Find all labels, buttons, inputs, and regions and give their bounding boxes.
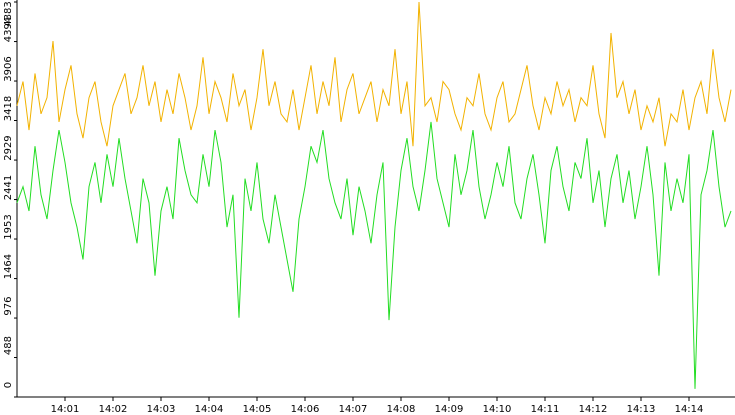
x-tick-label: 14:07 (339, 404, 368, 415)
x-tick-label: 14:09 (435, 404, 464, 415)
y-tick-label: 2441 (3, 175, 14, 200)
x-tick-label: 14:12 (579, 404, 608, 415)
data-line (16, 1, 732, 147)
data-line (16, 121, 732, 389)
x-tick-label: 14:05 (243, 404, 272, 415)
x-tick-label: 14:11 (531, 404, 560, 415)
y-tick-label: 0 (3, 382, 14, 388)
x-tick-label: 14:03 (147, 404, 176, 415)
y-tick-label: 1464 (3, 254, 14, 279)
x-tick-label: 14:13 (627, 404, 656, 415)
y-tick-label: 976 (3, 297, 14, 316)
x-tick-label: 14:10 (483, 404, 512, 415)
y-tick-label: 4394 (3, 17, 14, 42)
y-tick-label: 3906 (3, 56, 14, 81)
y-tick-label: 4883 (3, 1, 14, 26)
x-tick-label: 14:14 (675, 404, 704, 415)
x-tick-label: 14:08 (387, 404, 416, 415)
x-tick-label: 14:01 (51, 404, 80, 415)
x-tick-label: 14:04 (195, 404, 224, 415)
y-tick-label: 2929 (3, 135, 14, 160)
y-tick-label: 1953 (3, 214, 14, 239)
x-tick-label: 14:02 (99, 404, 128, 415)
y-tick-label: 3418 (3, 96, 14, 121)
y-tick-label: 488 (3, 336, 14, 355)
x-tick-label: 14:06 (291, 404, 320, 415)
